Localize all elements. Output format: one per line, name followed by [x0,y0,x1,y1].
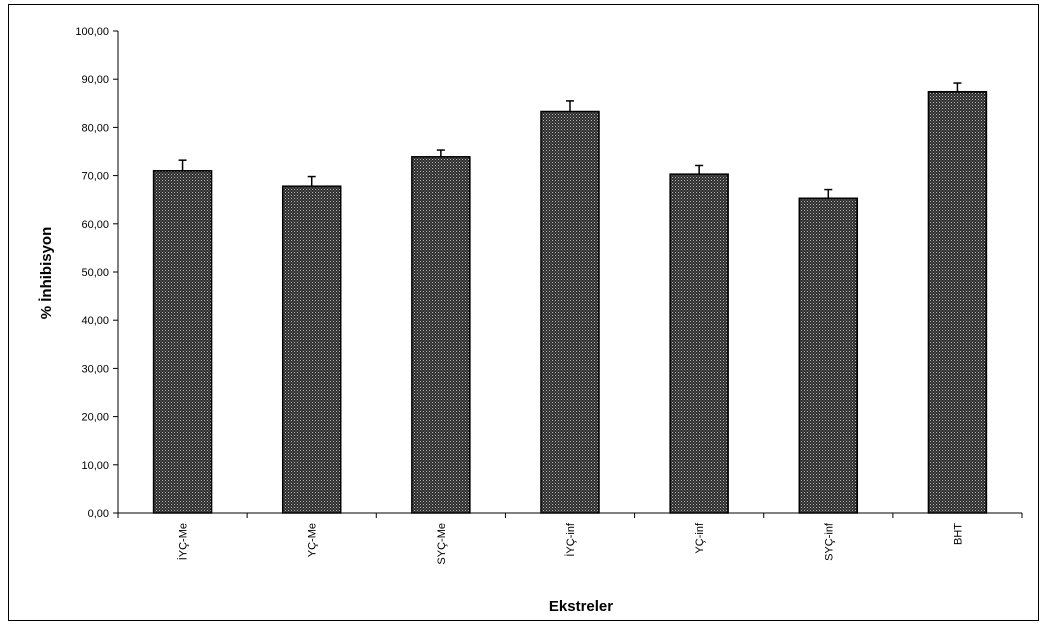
bar [540,110,600,514]
bar [411,156,471,514]
y-tick-label: 70,00 [81,171,109,183]
x-tick-label: SYÇ-Me [436,523,448,565]
y-tick-label: 80,00 [81,122,109,134]
x-tick-label: YÇ-Me [307,523,319,557]
plot-area: 0,00 10,00 20,00 30,00 40,00 50,00 60,00 70,00 8… [75,26,1023,565]
y-tick-label: 30,00 [81,363,109,375]
x-tick-label: BHT [952,523,964,545]
bar [281,185,342,514]
x-tick-label: SYÇ-inf [823,522,835,561]
x-axis-title: Ekstreler [549,598,613,615]
y-tick-label: 40,00 [81,315,109,327]
y-tick-label: 20,00 [81,412,109,424]
y-tick-label: 50,00 [81,267,109,279]
y-tick-label: 90,00 [81,74,109,86]
bar [927,90,988,514]
bar [798,197,859,514]
y-tick-label: 0,00 [88,508,109,520]
bar [669,173,729,514]
x-tick-label: YÇ-inf [694,522,706,554]
bar [152,170,213,514]
y-tick-label: 100,00 [75,26,109,38]
x-tick-label: İYÇ-inf [564,522,577,557]
y-tick-label: 10,00 [81,460,109,472]
x-tick-label: İYÇ-Me [177,523,190,560]
y-tick-label: 60,00 [81,219,109,231]
y-axis-title: % İnhibisyon [38,227,55,320]
